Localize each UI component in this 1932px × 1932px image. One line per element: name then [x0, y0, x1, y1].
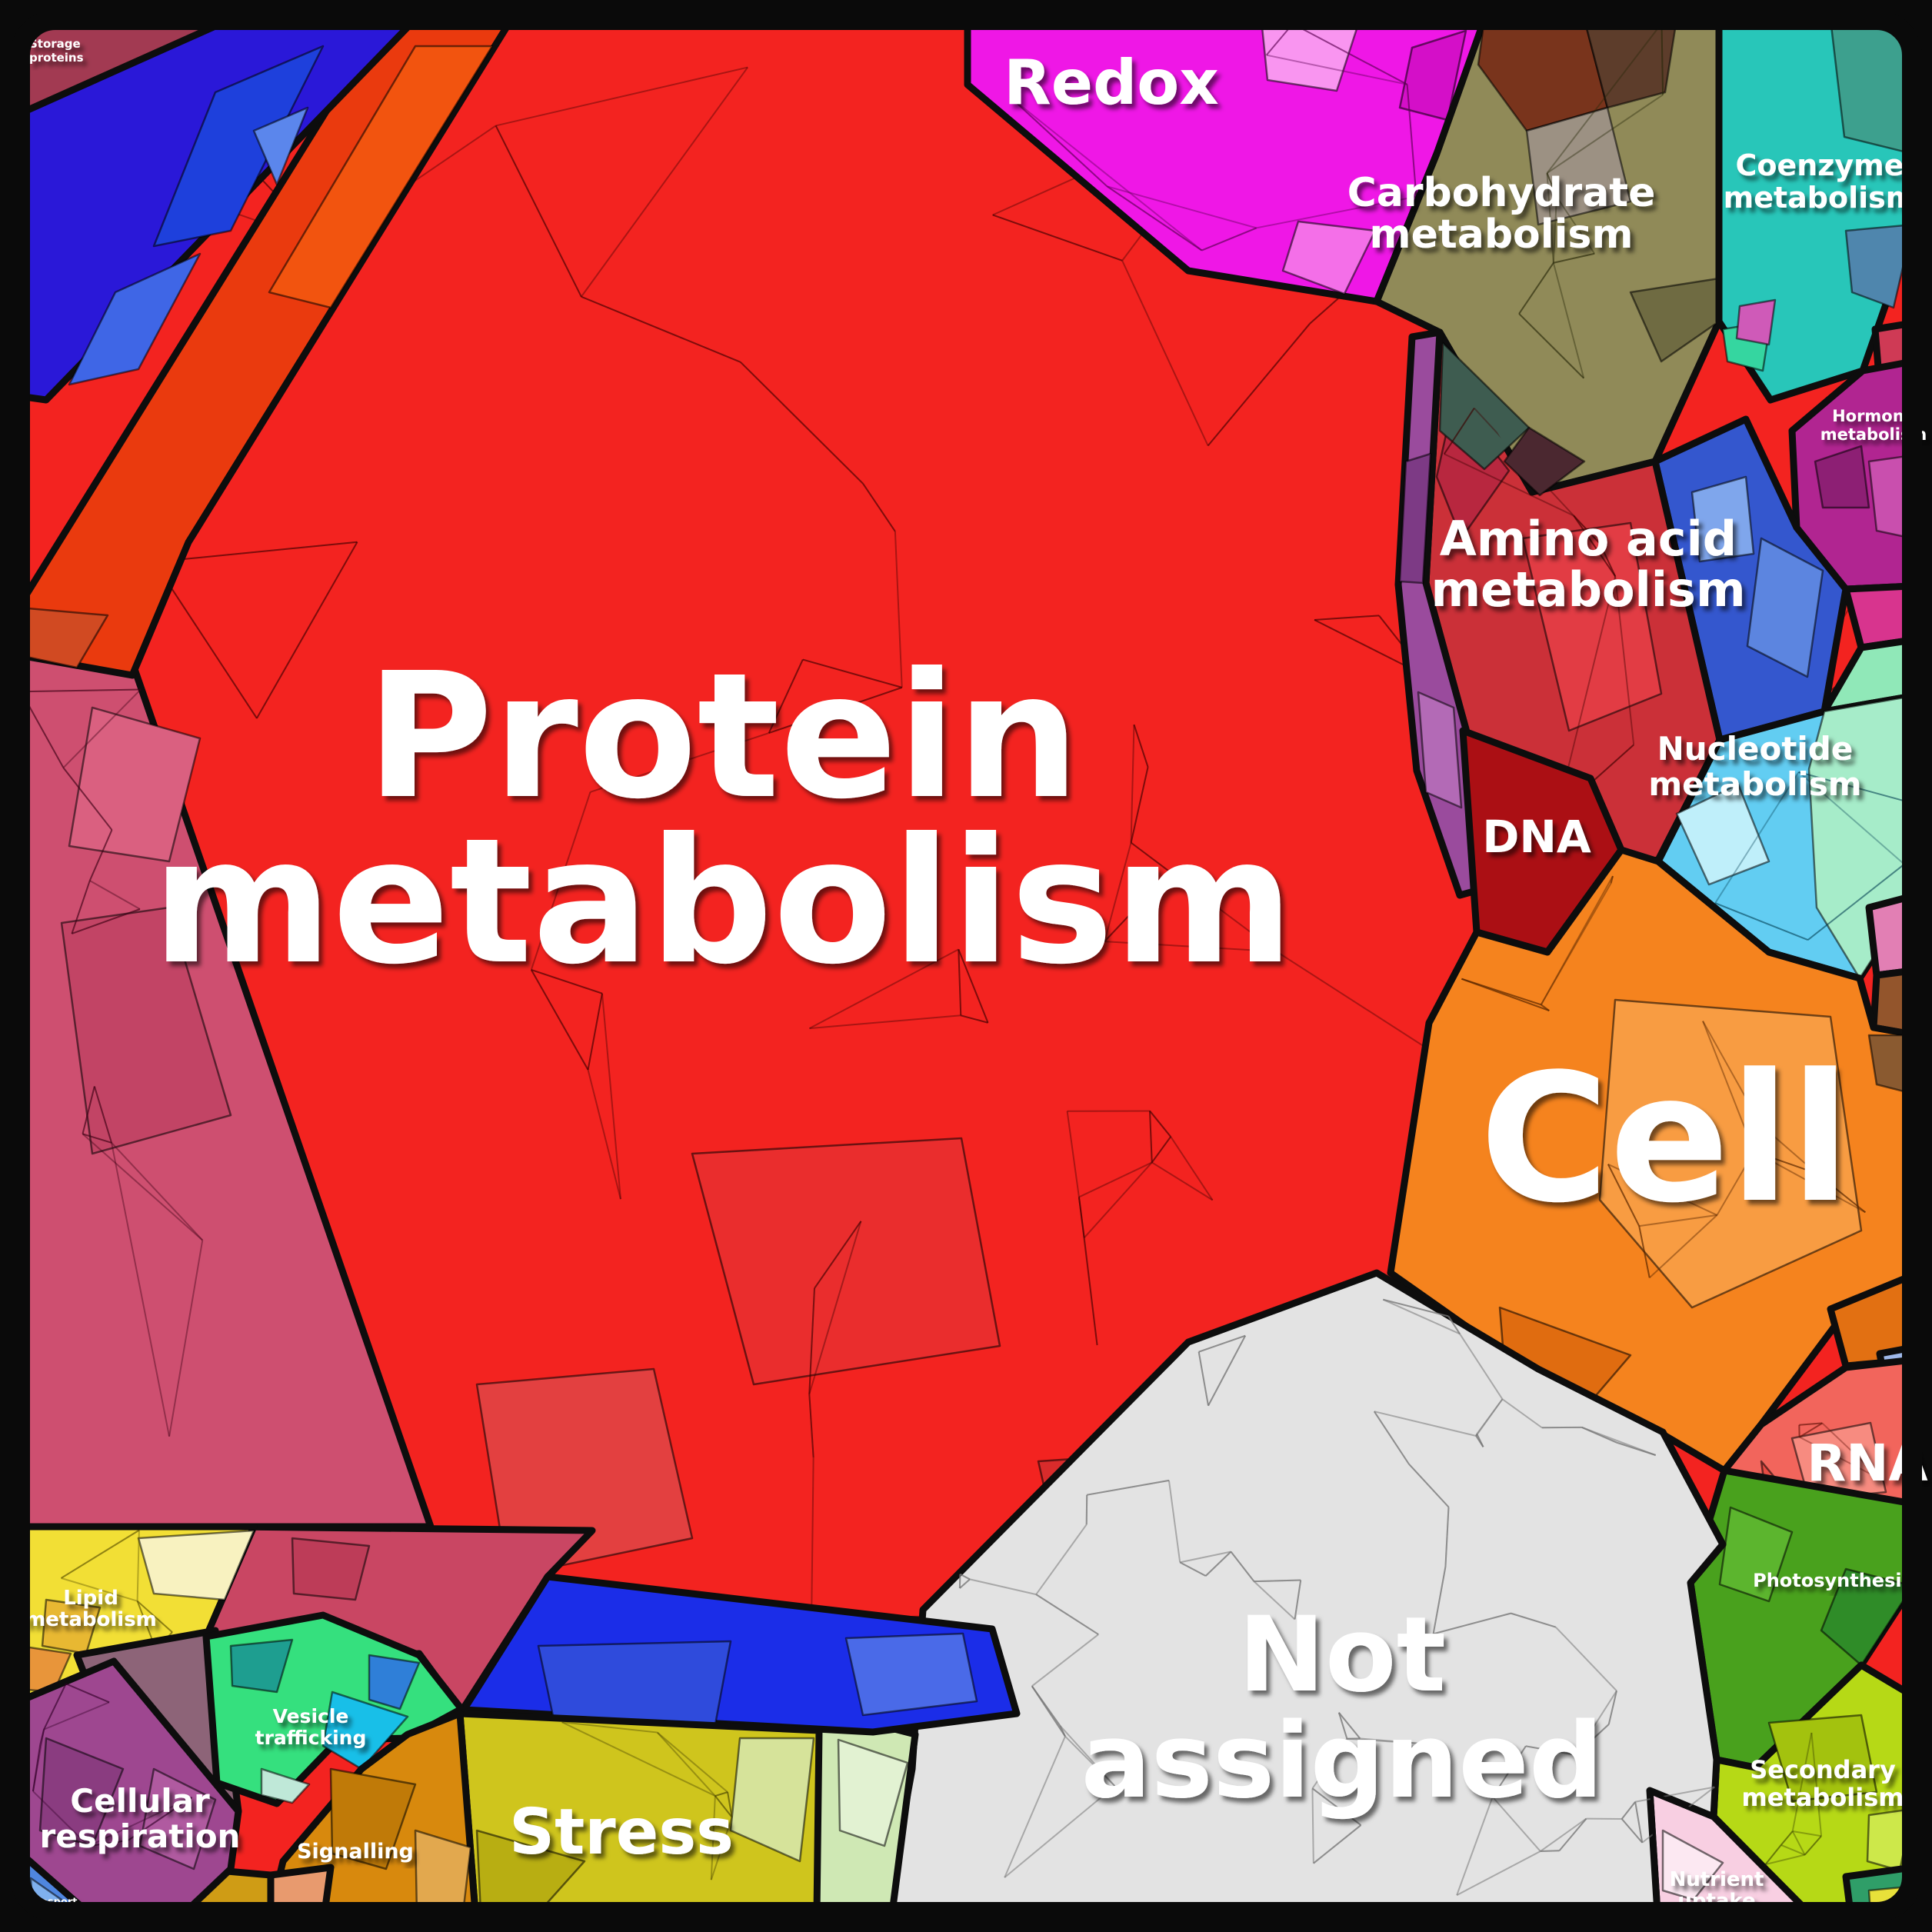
region-nutrient-uptake-cell-0: [1661, 1829, 1724, 1901]
region-carbohydrate-metabolism-cell-2: [1525, 106, 1632, 226]
region-blue-strip-cell-0: [537, 1640, 732, 1726]
region-lipid-metabolism-cell-0: [137, 1529, 255, 1601]
nucleotide-label: Nucleotide metabolism: [1648, 730, 1861, 803]
region-signalling-cell-1: [414, 1829, 472, 1912]
region-cellular-respiration: [20, 1657, 242, 1912]
outer-frame: [10, 10, 1922, 1922]
region-storage-proteins: [20, 20, 235, 118]
region-hormone-metabolism: [1788, 358, 1912, 593]
treemap-regions: [20, 20, 1912, 1912]
region-pale-green-strip-cell-0: [837, 1738, 909, 1847]
region-cell: [1387, 846, 1912, 1474]
region-blue-wedge-cell-0: [1746, 537, 1824, 678]
region-redox-cell-0: [1260, 20, 1361, 92]
region-photosynthesis: [1687, 1467, 1912, 1771]
region-stress-cell-0: [729, 1737, 815, 1863]
region-vesicle-trafficking-cell-3: [260, 1767, 311, 1804]
protein-metabolism-label: Protein metabolism: [152, 636, 1294, 1003]
region-secondary-metabolism-cell-0: [1767, 1714, 1878, 1803]
region-mint-edge: [1820, 636, 1912, 715]
region-blue-topleft-cell-0: [152, 45, 325, 248]
region-orange-stripe-cell-0: [20, 606, 109, 669]
region-coenzyme-metabolism-cell-2: [1735, 298, 1777, 346]
cell-label: Cell: [1480, 1037, 1850, 1242]
region-salmon-patch: [267, 1864, 335, 1912]
region-stress-cell-1: [475, 1829, 586, 1912]
carbohydrate-label: Carbohydrate metabolism: [1347, 170, 1656, 258]
region-blue-topleft-cell-2: [252, 106, 309, 186]
coenzyme-label: Coenzyme metabolism: [1724, 148, 1917, 215]
region-cellular-respiration-cell-1: [138, 1767, 217, 1870]
region-blue-strip-cell-1: [844, 1632, 978, 1717]
region-purple-strip-cell-0: [1398, 452, 1432, 585]
region-amino-acid-metabolism-cell-2: [1438, 341, 1531, 471]
region-vesicle-trafficking-cell-1: [229, 1638, 294, 1694]
region-photosynthesis-cell-1: [1718, 1506, 1794, 1603]
region-blue-wedge-cell-1: [1690, 475, 1755, 563]
region-cellular-respiration-cell-0: [38, 1737, 125, 1847]
region-rose-subregion-cell-1: [68, 706, 202, 863]
region-amino-acid-metabolism-cell-0: [1521, 521, 1663, 732]
region-blue-strip: [460, 1573, 1021, 1736]
cellular-respiration-label: Cellular respiration: [40, 1782, 241, 1855]
region-carbohydrate-metabolism-cell-1: [1583, 20, 1678, 109]
secondary-label: Secondary metabolism: [1741, 1755, 1904, 1812]
signalling-label: Signalling: [297, 1840, 414, 1864]
region-orange-stripe: [20, 20, 515, 679]
region-rose-subregion-cell-0: [60, 906, 232, 1155]
region-crimson-bottom-cell-0: [291, 1537, 371, 1601]
storage-proteins-label: Storage proteins: [29, 37, 84, 65]
region-orange-stripe-cell-1: [268, 45, 494, 309]
region-redox-cell-1: [1281, 220, 1377, 295]
region-hormone-metabolism-cell-1: [1814, 445, 1870, 509]
region-rose-subregion: [20, 646, 435, 1531]
region-cell-cell-2: [1867, 1034, 1912, 1095]
region-hormone-metabolism-cell-0: [1867, 454, 1912, 540]
region-pink-patch: [1865, 892, 1912, 979]
photosynthesis-label: Photosynthesis: [1753, 1570, 1913, 1591]
region-coenzyme-metabolism-cell-3: [1844, 223, 1912, 309]
treemap-labels: Protein metabolism Not assigned Cell Redox Car…: [23, 37, 1928, 1913]
dna-label: DNA: [1482, 811, 1591, 863]
region-coenzyme-metabolism-cell-0: [1829, 20, 1912, 155]
region-cell-cell-0: [1598, 998, 1863, 1309]
redox-label: Redox: [1004, 47, 1219, 118]
region-protein-metabolism-cell-0: [691, 1137, 1001, 1386]
region-blue-topleft: [20, 20, 419, 404]
region-signalling-cell-0: [329, 1767, 417, 1870]
region-purple-strip-cell-1: [1417, 691, 1463, 809]
region-coenzyme-metabolism: [1715, 20, 1912, 404]
region-signalling: [267, 1710, 479, 1912]
region-vesicle-trafficking: [202, 1611, 465, 1807]
region-orange-edge: [1827, 1271, 1912, 1370]
amino-acid-label: Amino acid metabolism: [1431, 511, 1745, 618]
region-pink-edge: [1842, 582, 1912, 651]
region-redox: [964, 20, 1496, 305]
region-vesicle-trafficking-cell-2: [368, 1654, 421, 1710]
region-stress: [456, 1710, 823, 1912]
stress-label: Stress: [509, 1796, 734, 1869]
region-amino-acid-metabolism-cell-3: [1503, 426, 1586, 497]
lipid-label: Lipid metabolism: [25, 1587, 157, 1631]
region-protein-metabolism-cell-2: [475, 1367, 694, 1578]
not-assigned-label: Not assigned: [1081, 1594, 1603, 1821]
region-blue-topleft-cell-1: [68, 252, 202, 386]
region-rna-cell-0: [1790, 1421, 1887, 1501]
vesicle-label: Vesicle trafficking: [255, 1705, 367, 1749]
region-nucleotide-metabolism-cell-1: [1675, 783, 1770, 886]
